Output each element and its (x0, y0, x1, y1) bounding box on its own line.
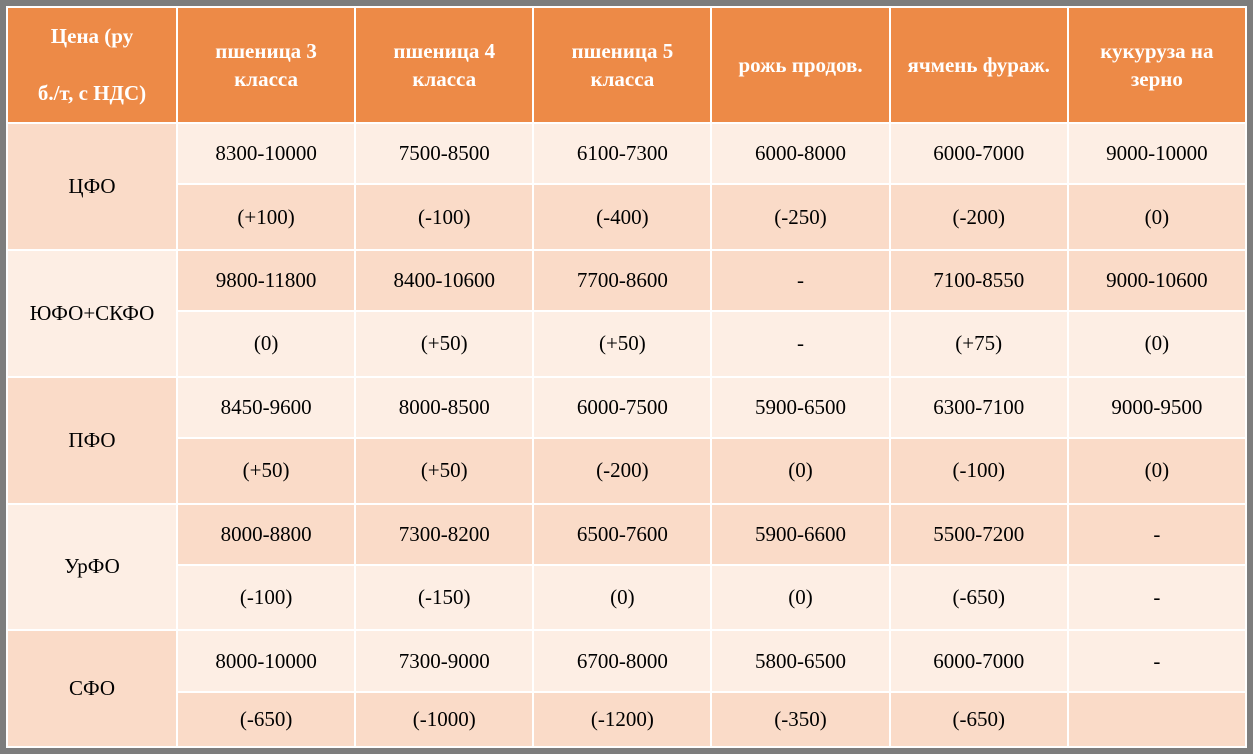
delta-cell: - (1068, 565, 1246, 630)
delta-cell: (+50) (533, 311, 711, 376)
delta-cell: (-400) (533, 184, 711, 249)
price-cell: 6700-8000 (533, 630, 711, 691)
table-row: (+50) (+50) (-200) (0) (-100) (0) (7, 438, 1246, 503)
delta-cell: (-1200) (533, 692, 711, 747)
table-row: СФО 8000-10000 7300-9000 6700-8000 5800-… (7, 630, 1246, 691)
price-cell: 6000-8000 (711, 123, 889, 184)
table-row: ЦФО 8300-10000 7500-8500 6100-7300 6000-… (7, 123, 1246, 184)
grain-price-table: Цена (ру б./т, с НДС) пшеница 3 класса п… (6, 6, 1247, 748)
row-label-sfo: СФО (7, 630, 177, 747)
table-row: ПФО 8450-9600 8000-8500 6000-7500 5900-6… (7, 377, 1246, 438)
header-price-line1: Цена (ру (16, 24, 168, 76)
header-barley-line2: фураж. (983, 53, 1050, 77)
table-body: ЦФО 8300-10000 7500-8500 6100-7300 6000-… (7, 123, 1246, 747)
header-wheat4: пшеница 4 класса (355, 7, 533, 123)
delta-cell: - (711, 311, 889, 376)
price-cell: 5500-7200 (890, 504, 1068, 565)
table-row: (0) (+50) (+50) - (+75) (0) (7, 311, 1246, 376)
header-row: Цена (ру б./т, с НДС) пшеница 3 класса п… (7, 7, 1246, 123)
price-cell: 6000-7000 (890, 630, 1068, 691)
price-cell: 5900-6500 (711, 377, 889, 438)
price-cell: 9000-10600 (1068, 250, 1246, 311)
delta-cell: (+75) (890, 311, 1068, 376)
grain-price-table-frame: Цена (ру б./т, с НДС) пшеница 3 класса п… (0, 0, 1253, 754)
price-cell: 7100-8550 (890, 250, 1068, 311)
price-cell: - (711, 250, 889, 311)
price-cell: 7500-8500 (355, 123, 533, 184)
price-cell: 6100-7300 (533, 123, 711, 184)
delta-cell: (-150) (355, 565, 533, 630)
price-cell: 8450-9600 (177, 377, 355, 438)
row-label-urfo: УрФО (7, 504, 177, 631)
delta-cell: (0) (533, 565, 711, 630)
price-cell: 6500-7600 (533, 504, 711, 565)
delta-cell: (-350) (711, 692, 889, 747)
header-rye: рожь продов. (711, 7, 889, 123)
header-barley-line1: ячмень (907, 53, 977, 77)
header-rye-line1: рожь продов. (738, 53, 862, 77)
price-cell: 7700-8600 (533, 250, 711, 311)
price-cell: 6000-7000 (890, 123, 1068, 184)
delta-cell: (0) (1068, 184, 1246, 249)
price-cell: 7300-9000 (355, 630, 533, 691)
delta-cell: (-100) (177, 565, 355, 630)
price-cell: 5800-6500 (711, 630, 889, 691)
table-row: (+100) (-100) (-400) (-250) (-200) (0) (7, 184, 1246, 249)
delta-cell (1068, 692, 1246, 747)
price-cell: 8000-10000 (177, 630, 355, 691)
row-label-ufo-skfo: ЮФО+СКФО (7, 250, 177, 377)
price-cell: 9000-10000 (1068, 123, 1246, 184)
delta-cell: (-200) (890, 184, 1068, 249)
row-label-pfo: ПФО (7, 377, 177, 504)
price-cell: 8000-8800 (177, 504, 355, 565)
delta-cell: (-200) (533, 438, 711, 503)
price-cell: - (1068, 630, 1246, 691)
delta-cell: (+50) (177, 438, 355, 503)
delta-cell: (-650) (890, 565, 1068, 630)
table-row: ЮФО+СКФО 9800-11800 8400-10600 7700-8600… (7, 250, 1246, 311)
delta-cell: (-650) (890, 692, 1068, 747)
price-cell: 9800-11800 (177, 250, 355, 311)
price-cell: 8000-8500 (355, 377, 533, 438)
delta-cell: (0) (711, 438, 889, 503)
header-wheat5-line1: пшеница (572, 39, 658, 63)
delta-cell: (0) (711, 565, 889, 630)
delta-cell: (-250) (711, 184, 889, 249)
price-cell: 8300-10000 (177, 123, 355, 184)
delta-cell: (0) (177, 311, 355, 376)
header-price-line2: б./т, с НДС) (38, 81, 146, 105)
header-wheat3: пшеница 3 класса (177, 7, 355, 123)
header-wheat3-line1: пшеница (215, 39, 301, 63)
delta-cell: (-1000) (355, 692, 533, 747)
header-wheat5: пшеница 5 класса (533, 7, 711, 123)
row-label-cfo: ЦФО (7, 123, 177, 250)
delta-cell: (+50) (355, 438, 533, 503)
header-corn: кукуруза на зерно (1068, 7, 1246, 123)
delta-cell: (-100) (890, 438, 1068, 503)
delta-cell: (0) (1068, 311, 1246, 376)
table-row: (-100) (-150) (0) (0) (-650) - (7, 565, 1246, 630)
price-cell: 7300-8200 (355, 504, 533, 565)
delta-cell: (+50) (355, 311, 533, 376)
header-corn-line2: зерно (1131, 67, 1183, 91)
price-cell: 8400-10600 (355, 250, 533, 311)
header-corn-line1: кукуруза на (1100, 39, 1213, 63)
delta-cell: (-100) (355, 184, 533, 249)
header-barley: ячмень фураж. (890, 7, 1068, 123)
price-cell: 6000-7500 (533, 377, 711, 438)
price-cell: 6300-7100 (890, 377, 1068, 438)
header-price: Цена (ру б./т, с НДС) (7, 7, 177, 123)
price-cell: - (1068, 504, 1246, 565)
delta-cell: (-650) (177, 692, 355, 747)
table-row: УрФО 8000-8800 7300-8200 6500-7600 5900-… (7, 504, 1246, 565)
delta-cell: (+100) (177, 184, 355, 249)
delta-cell: (0) (1068, 438, 1246, 503)
table-row: (-650) (-1000) (-1200) (-350) (-650) (7, 692, 1246, 747)
price-cell: 9000-9500 (1068, 377, 1246, 438)
price-cell: 5900-6600 (711, 504, 889, 565)
header-wheat4-line1: пшеница (393, 39, 479, 63)
